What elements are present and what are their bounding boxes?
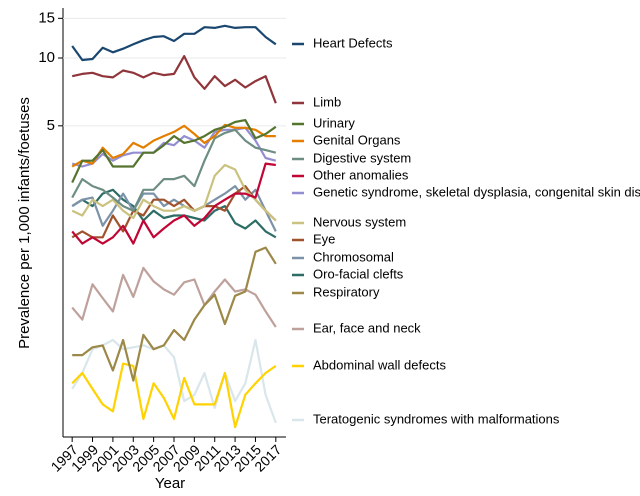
series-line xyxy=(71,266,277,328)
y-axis-title: Prevalence per 1,000 infants/foetuses xyxy=(16,97,33,349)
series-line xyxy=(71,24,277,62)
y-tick-label: 10 xyxy=(38,49,55,66)
legend-label: Limb xyxy=(313,94,341,109)
legend-label: Ear, face and neck xyxy=(313,320,421,335)
legend-label: Teratogenic syndromes with malformations xyxy=(313,411,560,426)
series-line xyxy=(71,185,277,239)
series-line xyxy=(71,163,277,222)
series-line xyxy=(71,119,277,184)
legend-label: Nervous system xyxy=(313,214,406,229)
x-axis-title: Year xyxy=(155,475,185,492)
series-line xyxy=(71,188,277,239)
series-line xyxy=(71,123,276,168)
legend-label: Urinary xyxy=(313,115,355,130)
legend-label: Genital Organs xyxy=(313,132,401,147)
legend-label: Heart Defects xyxy=(313,35,393,50)
series-line xyxy=(71,338,277,424)
legend-label: Abdominal wall defects xyxy=(313,357,446,372)
series-line xyxy=(71,128,277,212)
legend-label: Chromosomal xyxy=(313,249,394,264)
y-tick-label: 15 xyxy=(38,9,55,26)
series-line xyxy=(71,162,276,245)
series-line xyxy=(71,185,277,232)
series-line xyxy=(71,55,277,104)
series-line xyxy=(72,246,277,382)
legend-label: Eye xyxy=(313,231,335,246)
y-tick-label: 5 xyxy=(47,117,55,134)
series-line xyxy=(71,362,277,429)
legend-label: Digestive system xyxy=(313,150,411,165)
legend-label: Other anomalies xyxy=(313,167,409,182)
legend-label: Oro-facial clefts xyxy=(313,266,404,281)
legend-label: Genetic syndrome, skeletal dysplasia, co… xyxy=(313,184,640,199)
legend-label: Respiratory xyxy=(313,284,380,299)
